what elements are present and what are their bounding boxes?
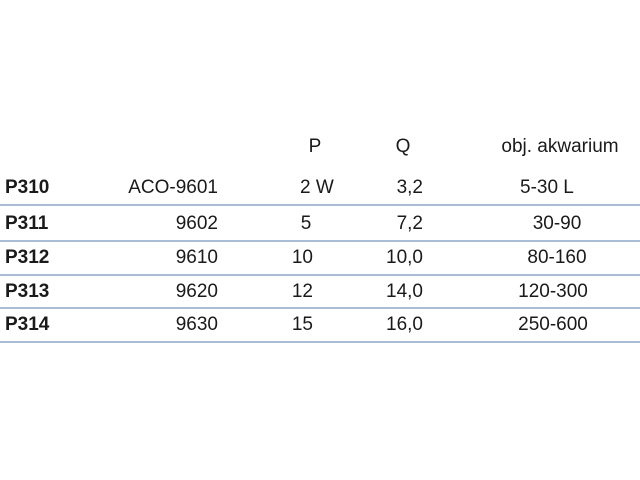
tank-volume: 5-30 L xyxy=(520,177,574,198)
power: 5 xyxy=(301,213,312,234)
column-header: obj. akwarium xyxy=(501,136,618,157)
model-name: P314 xyxy=(5,314,50,335)
power: 2 W xyxy=(300,177,334,198)
power: 10 xyxy=(292,247,313,268)
model-name: P313 xyxy=(5,281,49,302)
column-header: P xyxy=(309,136,322,157)
code: 9620 xyxy=(176,281,218,302)
code: 9602 xyxy=(176,213,218,234)
flow: 14,0 xyxy=(386,281,423,302)
code: ACO-9601 xyxy=(128,177,218,198)
code: 9630 xyxy=(176,314,218,335)
flow: 16,0 xyxy=(386,314,423,335)
tank-volume: 120-300 xyxy=(518,281,588,302)
power: 15 xyxy=(292,314,313,335)
model-name: P311 xyxy=(5,213,49,234)
column-header: Q xyxy=(396,136,411,157)
flow: 3,2 xyxy=(397,177,423,198)
model-name: P312 xyxy=(5,247,49,268)
tank-volume: 250-600 xyxy=(518,314,588,335)
code: 9610 xyxy=(176,247,218,268)
tank-volume: 30-90 xyxy=(533,213,582,234)
flow: 7,2 xyxy=(397,213,423,234)
model-name: P310 xyxy=(5,177,49,198)
tank-volume: 80-160 xyxy=(527,247,586,268)
flow: 10,0 xyxy=(386,247,423,268)
power: 12 xyxy=(292,281,313,302)
